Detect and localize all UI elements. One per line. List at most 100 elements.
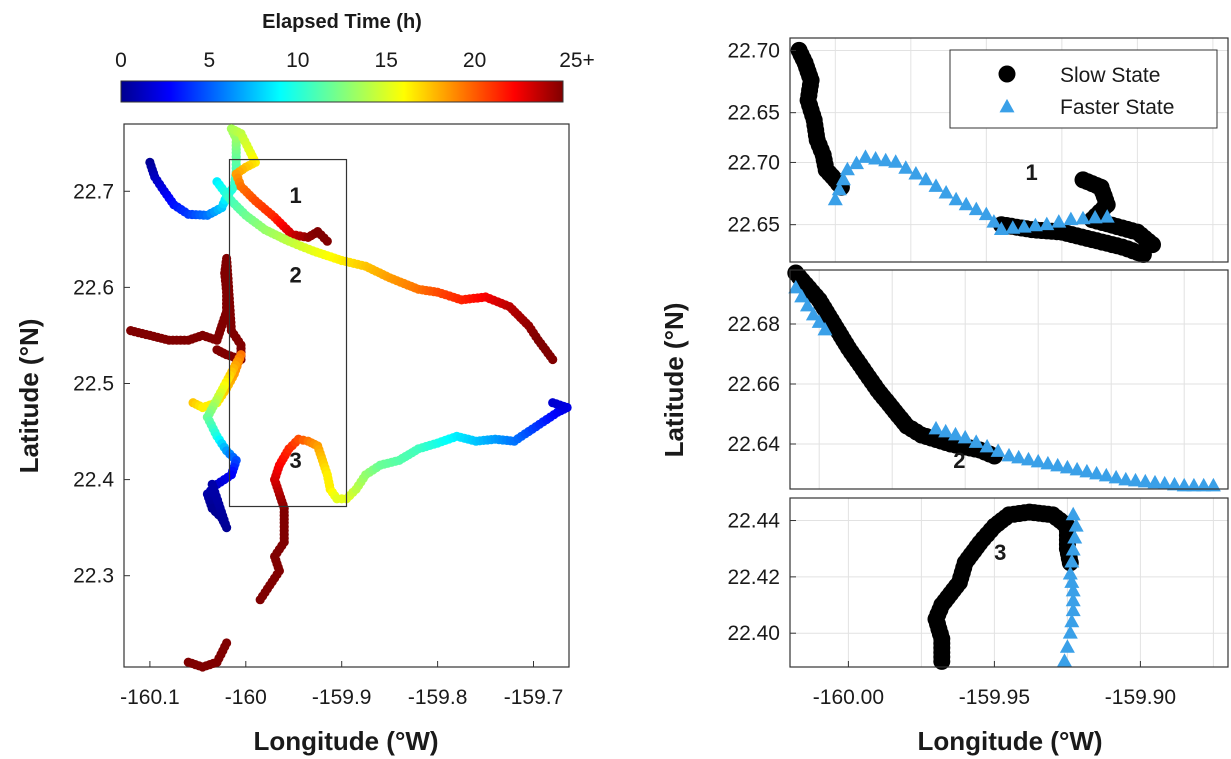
faster-state-point [918, 171, 934, 186]
faster-state-point [1176, 477, 1192, 492]
track-point [212, 345, 222, 355]
x-tick-label: -159.7 [504, 686, 564, 709]
faster-state-point [1059, 639, 1075, 653]
faster-state-point [1205, 477, 1221, 492]
region-number-label: 1 [1026, 160, 1038, 185]
faster-state-point [1065, 602, 1081, 617]
faster-state-point [858, 149, 873, 163]
region-number-label: 2 [953, 448, 965, 473]
faster-state-point [1065, 542, 1081, 556]
y-tick-label: 22.44 [727, 510, 780, 533]
zoom-panel-background [790, 498, 1228, 667]
zoom-panel-2: 2 22.64 22.66 22.68 [727, 264, 1229, 492]
faster-state-point [1128, 472, 1143, 487]
y-tick-label: 22.40 [727, 622, 780, 645]
colorbar-gradient [120, 80, 564, 103]
faster-state-point [1186, 477, 1202, 492]
faster-state-point [1063, 211, 1079, 226]
faster-state-point [1062, 566, 1078, 580]
faster-state-point [1040, 455, 1056, 470]
faster-state-point [1118, 471, 1134, 486]
zoom-boxes [228, 158, 348, 508]
region-number-label: 1 [290, 183, 302, 208]
faster-state-point [1079, 463, 1095, 478]
faster-state-point [831, 181, 847, 196]
faster-state-point [908, 166, 924, 180]
x-tick-label: -159.90 [1105, 686, 1176, 709]
zoom-panel-frame [789, 497, 1229, 668]
faster-state-point [1089, 465, 1105, 480]
faster-state-point [1108, 469, 1124, 484]
main-x-axis-label: Longitude (°W) [253, 726, 438, 756]
zoom-panel-frame [789, 37, 1229, 263]
faster-state-point [1147, 474, 1163, 489]
main-y-axis-label: Latitude (°N) [14, 319, 44, 474]
faster-state-point [1087, 209, 1103, 224]
faster-state-point [1064, 554, 1080, 568]
faster-state-point [958, 196, 974, 211]
faster-state-point [1098, 467, 1114, 482]
colorbar-title: Elapsed Time (h) [262, 11, 422, 33]
y-tick-label: 22.5 [73, 372, 114, 395]
zoom-x-axis-label: Longitude (°W) [917, 726, 1102, 756]
faster-state-point [928, 178, 944, 192]
colorbar-tick-label: 5 [204, 49, 216, 72]
y-tick-label: 22.42 [727, 566, 780, 589]
track-point [207, 479, 217, 489]
faster-state-point [1062, 625, 1078, 639]
colorbar-tick-label: 10 [286, 49, 309, 72]
y-tick-label: 22.65 [727, 102, 780, 125]
faster-state-point [811, 314, 827, 328]
y-tick-label: 22.66 [727, 373, 780, 396]
y-tick-label: 22.4 [73, 469, 114, 492]
colorbar-ticks: 0 5 10 15 20 25+ [115, 49, 595, 86]
faster-state-point [788, 279, 804, 294]
faster-state-point [978, 206, 994, 221]
colorbar: Elapsed Time (h) 0 5 10 15 20 25+ [115, 11, 595, 103]
faster-state-point [1057, 653, 1072, 667]
region-number-label: 3 [290, 448, 302, 473]
faster-state-point [805, 306, 821, 321]
x-tick-label: -159.8 [408, 686, 468, 709]
legend-marker-circle [998, 65, 1016, 83]
faster-state-point [868, 151, 884, 165]
faster-state-point [1027, 217, 1043, 232]
x-tick-label: -159.95 [959, 686, 1030, 709]
y-tick-label: 22.7 [73, 180, 114, 203]
faster-state-point [1065, 592, 1081, 607]
faster-state-point [1039, 216, 1055, 231]
faster-state-point [1157, 475, 1173, 490]
colorbar-tick-label: 25+ [559, 49, 595, 72]
faster-state-point [1069, 461, 1085, 476]
track-point [183, 657, 193, 667]
faster-state-points [827, 149, 1115, 235]
faster-state-point [898, 160, 914, 174]
y-tick-label: 22.3 [73, 565, 114, 588]
legend: Slow State Faster State [949, 49, 1218, 129]
y-tick-label: 22.65 [727, 214, 780, 237]
faster-state-point [839, 161, 855, 176]
faster-state-point [948, 426, 963, 441]
x-tick-label: -160 [225, 686, 267, 709]
faster-state-point [878, 152, 894, 167]
faster-state-point [849, 155, 864, 170]
faster-state-point [993, 221, 1009, 235]
faster-state-point [986, 214, 1002, 228]
faster-state-point [938, 423, 954, 438]
x-tick-label: -160.1 [120, 686, 180, 709]
track-point [322, 236, 332, 246]
y-tick-label: 22.70 [727, 39, 780, 62]
legend-box [949, 49, 1218, 129]
faster-state-point [1075, 210, 1091, 225]
main-y-ticks: 22.3 22.4 22.5 22.6 22.7 [73, 180, 130, 588]
faster-state-point [1065, 582, 1081, 597]
faster-state-point [948, 191, 964, 206]
faster-state-point [1059, 459, 1075, 474]
faster-state-point [1030, 453, 1046, 468]
faster-state-point [1065, 506, 1081, 521]
faster-state-point [888, 154, 904, 168]
faster-state-point [1064, 613, 1080, 628]
zoom-panels: 1 22.65 22.70 22.65 22.70 Slow State Faster St… [727, 37, 1229, 709]
faster-state-point [1167, 476, 1182, 491]
zoom-y-axis-label: Latitude (°N) [659, 303, 689, 458]
